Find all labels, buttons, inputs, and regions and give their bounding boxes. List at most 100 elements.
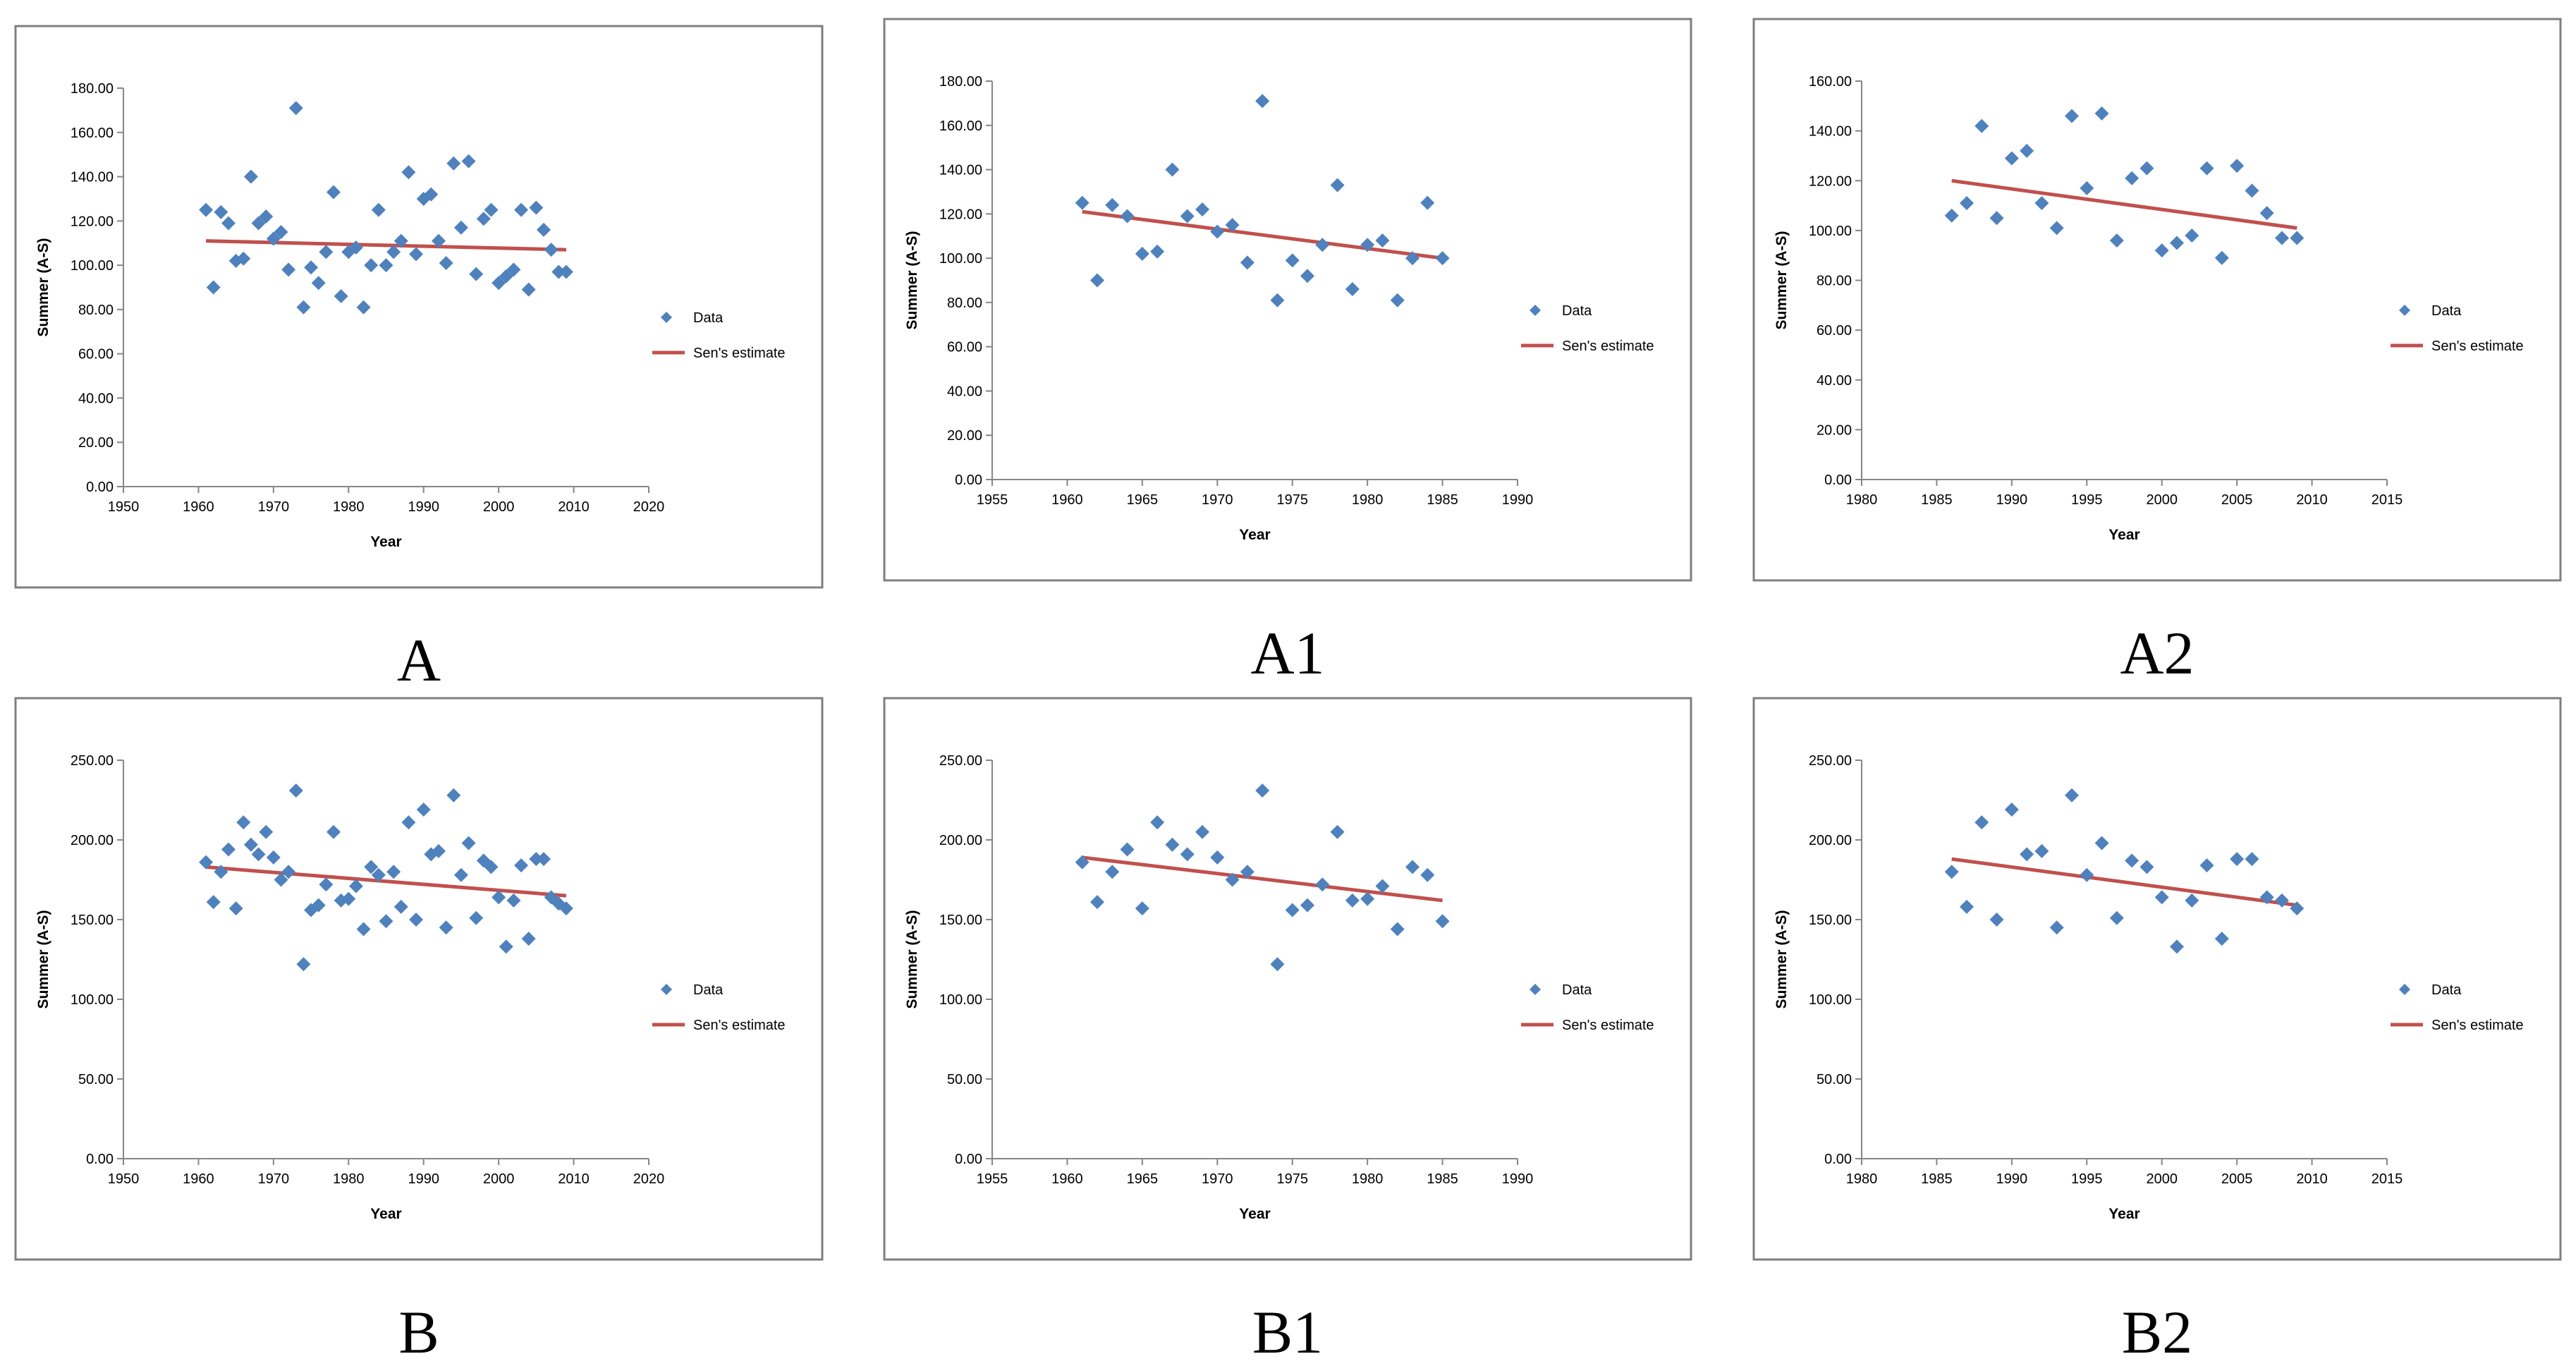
data-point — [446, 156, 461, 171]
y-tick-label: 120.00 — [939, 207, 982, 222]
panel-label-a2: A2 — [2120, 619, 2195, 687]
y-tick-label: 160.00 — [71, 126, 114, 141]
legend-data-marker — [1530, 305, 1541, 316]
data-point — [281, 262, 296, 277]
data-point — [499, 269, 513, 283]
data-point — [379, 914, 393, 929]
data-point — [1300, 898, 1314, 913]
x-tick-label: 1970 — [1202, 1171, 1233, 1187]
y-tick-label: 250.00 — [71, 753, 114, 769]
chart-panel-b: 0.00 50.00 100.00 150.00 200.00 250.00 1950 196… — [14, 697, 824, 1362]
data-point — [2214, 932, 2229, 946]
data-point — [1075, 195, 1089, 210]
data-point — [236, 815, 251, 830]
legend-trend-label: Sen's estimate — [693, 346, 786, 361]
data-point — [432, 233, 446, 248]
data-point — [1345, 282, 1360, 297]
x-tick-label: 2005 — [2221, 492, 2253, 508]
x-tick-label: 1980 — [1352, 1171, 1384, 1187]
data-point — [1210, 850, 1225, 865]
data-point — [1944, 865, 1959, 879]
y-tick-label: 80.00 — [78, 303, 114, 318]
data-point — [356, 922, 371, 937]
data-point — [1360, 891, 1375, 906]
data-point — [2275, 893, 2289, 908]
data-point — [2170, 236, 2184, 250]
data-point — [1135, 246, 1149, 261]
legend-data-marker — [661, 984, 672, 995]
y-tick-label: 0.00 — [955, 472, 982, 488]
data-point — [2139, 860, 2154, 874]
data-point — [2154, 890, 2169, 905]
x-tick-label: 2020 — [633, 499, 665, 515]
panel-label-a1: A1 — [1250, 619, 1325, 687]
legend-data-marker — [661, 312, 672, 323]
chart-frame — [1752, 18, 2562, 582]
y-tick-label: 50.00 — [1817, 1072, 1852, 1087]
data-point — [1240, 255, 1255, 270]
sens-estimate-line — [206, 239, 566, 252]
data-point — [2139, 161, 2154, 176]
y-tick-label: 150.00 — [71, 913, 114, 928]
data-point — [1375, 233, 1390, 248]
legend-data-label: Data — [1562, 303, 1592, 319]
data-point — [453, 220, 468, 235]
data-point — [2080, 181, 2094, 195]
y-tick-label: 80.00 — [1817, 274, 1852, 289]
data-point — [334, 289, 348, 304]
data-point — [2259, 890, 2274, 905]
data-point — [1240, 865, 1255, 879]
data-point — [484, 860, 499, 874]
data-point — [521, 932, 536, 946]
data-point — [2004, 803, 2019, 817]
chart-frame — [14, 25, 824, 589]
x-tick-label: 1975 — [1276, 492, 1308, 508]
data-point — [243, 169, 258, 184]
data-point — [2230, 159, 2245, 173]
data-point — [506, 893, 521, 908]
y-tick-label: 200.00 — [939, 833, 982, 848]
x-tick-label: 1960 — [183, 1171, 214, 1187]
data-point — [1974, 815, 1989, 830]
data-point — [401, 165, 416, 180]
data-point — [364, 860, 379, 874]
data-point — [529, 200, 544, 215]
x-tick-label: 1955 — [977, 1171, 1008, 1187]
data-point — [1180, 209, 1195, 224]
x-tick-label: 1990 — [408, 1171, 439, 1187]
data-point — [432, 843, 446, 858]
data-point — [461, 836, 476, 850]
y-axis-title: Summer (A-S) — [904, 910, 920, 1008]
data-point — [251, 216, 266, 231]
data-point — [2245, 183, 2259, 198]
x-tick-label: 1980 — [333, 1171, 365, 1187]
data-point — [251, 847, 266, 862]
data-point — [199, 855, 214, 870]
data-point — [1405, 860, 1420, 874]
data-point — [266, 231, 281, 246]
data-point — [304, 903, 319, 917]
data-point — [2049, 920, 2064, 935]
data-point — [2020, 847, 2034, 862]
data-point — [544, 243, 558, 257]
data-point — [1360, 238, 1375, 252]
data-point — [326, 185, 341, 200]
x-tick-label: 1995 — [2071, 1171, 2103, 1187]
data-point — [1180, 847, 1195, 862]
x-tick-label: 1985 — [1921, 1171, 1953, 1187]
y-axis-title: Summer (A-S) — [1774, 910, 1790, 1008]
x-tick-label: 1970 — [258, 1171, 290, 1187]
data-point — [1090, 895, 1104, 910]
y-tick-label: 40.00 — [78, 391, 114, 406]
y-tick-label: 140.00 — [1809, 124, 1852, 140]
data-point — [551, 264, 566, 279]
data-point — [2125, 853, 2139, 868]
y-tick-label: 20.00 — [947, 428, 982, 444]
y-tick-label: 0.00 — [955, 1152, 982, 1167]
data-point — [1285, 253, 1300, 268]
x-tick-label: 1980 — [1846, 492, 1878, 508]
data-point — [1315, 877, 1330, 892]
data-point — [2004, 151, 2019, 166]
data-point — [393, 899, 408, 914]
y-tick-label: 0.00 — [86, 1152, 114, 1167]
